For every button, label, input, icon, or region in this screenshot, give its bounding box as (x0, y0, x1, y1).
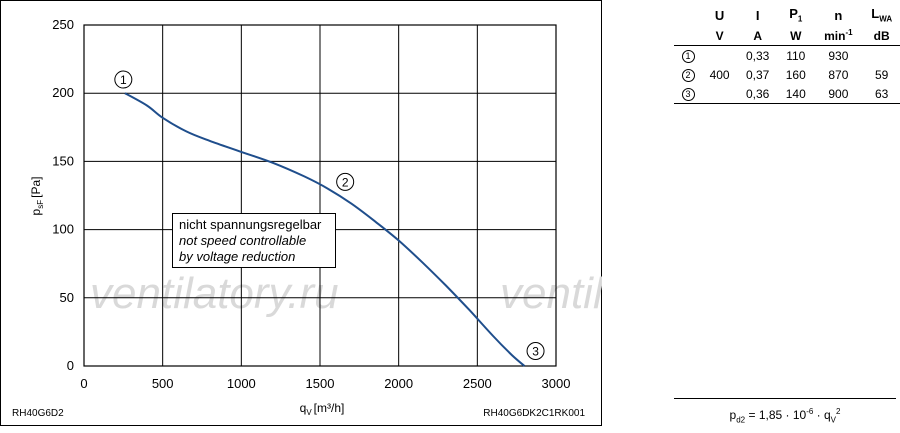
dynamic-pressure-formula: pd2 = 1,85 · 10-6 · qV2 (674, 398, 896, 425)
header-U: U (714, 7, 725, 23)
y-tick-label: 250 (52, 17, 74, 32)
operating-point-label: 3 (532, 344, 539, 358)
row-marker: 1 (681, 50, 695, 63)
note-line-de: nicht spannungsregelbar (179, 217, 322, 232)
model-label-right: RH40G6DK2C1RK001 (483, 408, 585, 419)
y-tick-label: 100 (52, 222, 74, 237)
x-tick-label: 500 (152, 376, 174, 391)
spec-header-row: U I P1 n LWA (674, 4, 900, 26)
header-I: I (755, 7, 760, 23)
table-row: 3 0,36 140 900 63 (674, 84, 900, 104)
header-n: n (834, 7, 843, 23)
watermark-text: ventilatory.ru (90, 269, 339, 318)
model-label-left: RH40G6D2 (12, 408, 64, 419)
speed-control-note: nicht spannungsregelbar not speed contro… (172, 213, 336, 268)
x-tick-label: 1000 (227, 376, 256, 391)
watermark-text: ventilatory.ru (500, 269, 602, 318)
x-axis-label: qV [m³/h] (300, 401, 345, 417)
x-tick-label: 2000 (384, 376, 413, 391)
row-marker: 2 (681, 69, 695, 82)
note-line-en-2: by voltage reduction (179, 249, 296, 264)
y-tick-label: 50 (60, 290, 74, 305)
spec-units-row: V A W min-1 dB (674, 26, 900, 46)
header-LWA: LWA (871, 6, 893, 24)
x-tick-label: 1500 (306, 376, 335, 391)
row-marker: 3 (681, 88, 695, 101)
series-line (124, 92, 526, 367)
x-tick-label: 0 (80, 376, 87, 391)
unit-n: min-1 (813, 26, 864, 46)
y-axis-label: psF[Pa] (29, 177, 45, 216)
unit-LWA: dB (863, 26, 900, 46)
operating-point-label: 1 (120, 73, 127, 87)
unit-U: V (702, 26, 738, 46)
spec-table: U I P1 n LWA V A W min-1 dB 1 0,33 110 9… (674, 4, 900, 104)
y-tick-label: 200 (52, 85, 74, 100)
y-tick-label: 150 (52, 153, 74, 168)
plot-area (83, 24, 557, 367)
chart-frame (0, 0, 602, 426)
x-tick-label: 3000 (542, 376, 571, 391)
header-P1: P1 (789, 6, 803, 24)
note-line-en-1: not speed controllable (179, 233, 307, 248)
unit-P1: W (778, 26, 814, 46)
operating-point-marker (336, 172, 355, 191)
operating-point-marker (114, 70, 133, 89)
x-tick-label: 2500 (463, 376, 492, 391)
y-tick-label: 0 (67, 358, 74, 373)
table-row: 2 400 0,37 160 870 59 (674, 65, 900, 84)
fan-curve-chart: ventilatory.ruventilatory.ru 05001000150… (12, 17, 602, 419)
unit-I: A (737, 26, 779, 46)
operating-point-marker (526, 341, 545, 360)
table-row: 1 0,33 110 930 (674, 46, 900, 66)
operating-point-label: 2 (342, 175, 349, 189)
